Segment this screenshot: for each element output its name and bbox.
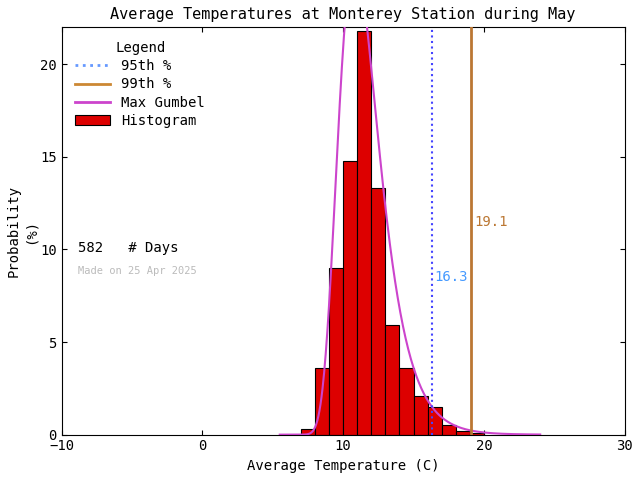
Bar <box>470 433 484 434</box>
Bar <box>357 31 371 434</box>
Text: 19.1: 19.1 <box>474 215 508 228</box>
Text: 582   # Days: 582 # Days <box>79 241 179 255</box>
Bar <box>385 325 399 434</box>
Bar <box>301 429 315 434</box>
Bar <box>371 188 385 434</box>
Bar <box>329 268 343 434</box>
Bar <box>399 368 413 434</box>
Text: 16.3: 16.3 <box>435 270 468 284</box>
Bar <box>343 161 357 434</box>
Title: Average Temperatures at Monterey Station during May: Average Temperatures at Monterey Station… <box>111 7 576 22</box>
Bar <box>456 431 470 434</box>
Bar <box>413 396 428 434</box>
Legend: 95th %, 99th %, Max Gumbel, Histogram: 95th %, 99th %, Max Gumbel, Histogram <box>68 34 212 135</box>
Y-axis label: Probability
(%): Probability (%) <box>7 185 37 277</box>
X-axis label: Average Temperature (C): Average Temperature (C) <box>247 459 440 473</box>
Bar <box>442 425 456 434</box>
Bar <box>428 407 442 434</box>
Bar <box>315 368 329 434</box>
Text: Made on 25 Apr 2025: Made on 25 Apr 2025 <box>79 265 197 276</box>
